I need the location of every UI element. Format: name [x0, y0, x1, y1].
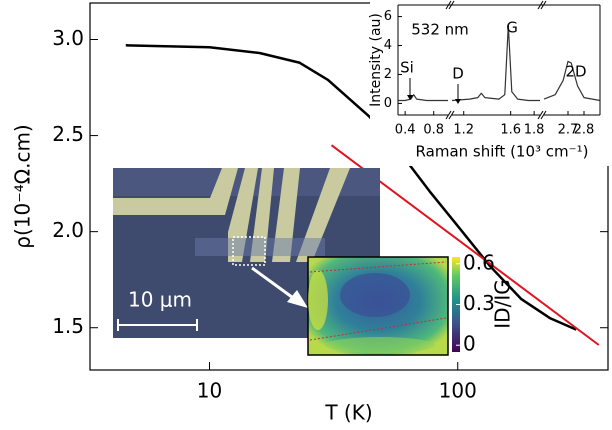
inset-x-tick-label: 1.6: [500, 123, 521, 138]
y-axis-label: ρ(10⁻⁴Ω.cm): [11, 124, 35, 248]
inset-y-label: Intensity (au): [368, 13, 384, 107]
inset-x-tick-label: 2.7: [558, 123, 579, 138]
raman-spectrum: [451, 24, 540, 102]
annotation: 532 nm: [411, 21, 469, 39]
inset-x-tick-label: 1.2: [453, 123, 474, 138]
colorbar-tick-label: 0: [463, 332, 476, 356]
axis-break: [448, 0, 455, 10]
inset-x-label: Raman shift (10³ cm⁻¹): [416, 143, 589, 161]
electrode: [113, 168, 238, 215]
raman-spectrum: [398, 94, 448, 102]
inset-y-tick-label: 4: [384, 38, 392, 53]
selection-box: [232, 236, 266, 266]
annotation-arrow-head: [407, 95, 413, 100]
inset-y-tick-label: 2: [384, 67, 392, 82]
y-tick-label: 2.5: [52, 122, 84, 146]
plot-frame: [89, 2, 609, 371]
y-tick-label: 3.0: [52, 26, 84, 50]
arrow-head: [287, 290, 308, 308]
map-feature: [308, 270, 328, 330]
x-axis-label: T (K): [324, 401, 372, 425]
colorbar-tick-label: 0.6: [463, 250, 495, 274]
axis-break: [540, 0, 547, 10]
annotation: D: [452, 65, 464, 83]
raman-spectrum: [543, 60, 601, 102]
axis-break: [540, 110, 547, 120]
flake: [195, 238, 325, 256]
annotation-arrow-head: [455, 99, 461, 104]
arrow: [251, 266, 297, 302]
y-tick-label: 1.5: [52, 314, 84, 338]
scale-label: 10 μm: [128, 288, 192, 312]
annotation: G: [506, 19, 518, 37]
map-feature: [340, 273, 410, 317]
inset-x-tick-label: 0.8: [423, 123, 444, 138]
edge-line: [309, 317, 447, 341]
raman-inset: 0 2 4 6 0.4 0.8 1.2 1.6 1.8 2.72.8 Raman shift (10…: [368, 0, 612, 166]
axis-break: [448, 110, 455, 120]
axis-break: [445, 0, 452, 10]
colorbar-tick-label: 0.3: [463, 291, 495, 315]
inset-y-tick-label: 6: [384, 9, 392, 24]
axis-break: [445, 110, 452, 120]
inset-x-tick-label: 0.4: [395, 123, 416, 138]
inset-background: [370, 0, 612, 166]
map-inset: [307, 256, 460, 356]
inset-x-tick-label: 1.8: [524, 123, 545, 138]
x-tick-label: 100: [439, 379, 477, 403]
map-feature: [325, 337, 435, 353]
y-tick-label: 2.0: [52, 218, 84, 242]
inset-x-tick-label: 2.8: [574, 123, 595, 138]
annotation: 2D: [565, 63, 586, 81]
axis-break: [537, 0, 544, 10]
axis-break: [537, 110, 544, 120]
annotation: Si: [400, 59, 414, 77]
inset-y-tick-label: 0: [384, 96, 392, 111]
edge-line: [309, 261, 447, 273]
colorbar-label: ID/IG: [491, 279, 515, 328]
x-tick-label: 10: [197, 379, 222, 403]
